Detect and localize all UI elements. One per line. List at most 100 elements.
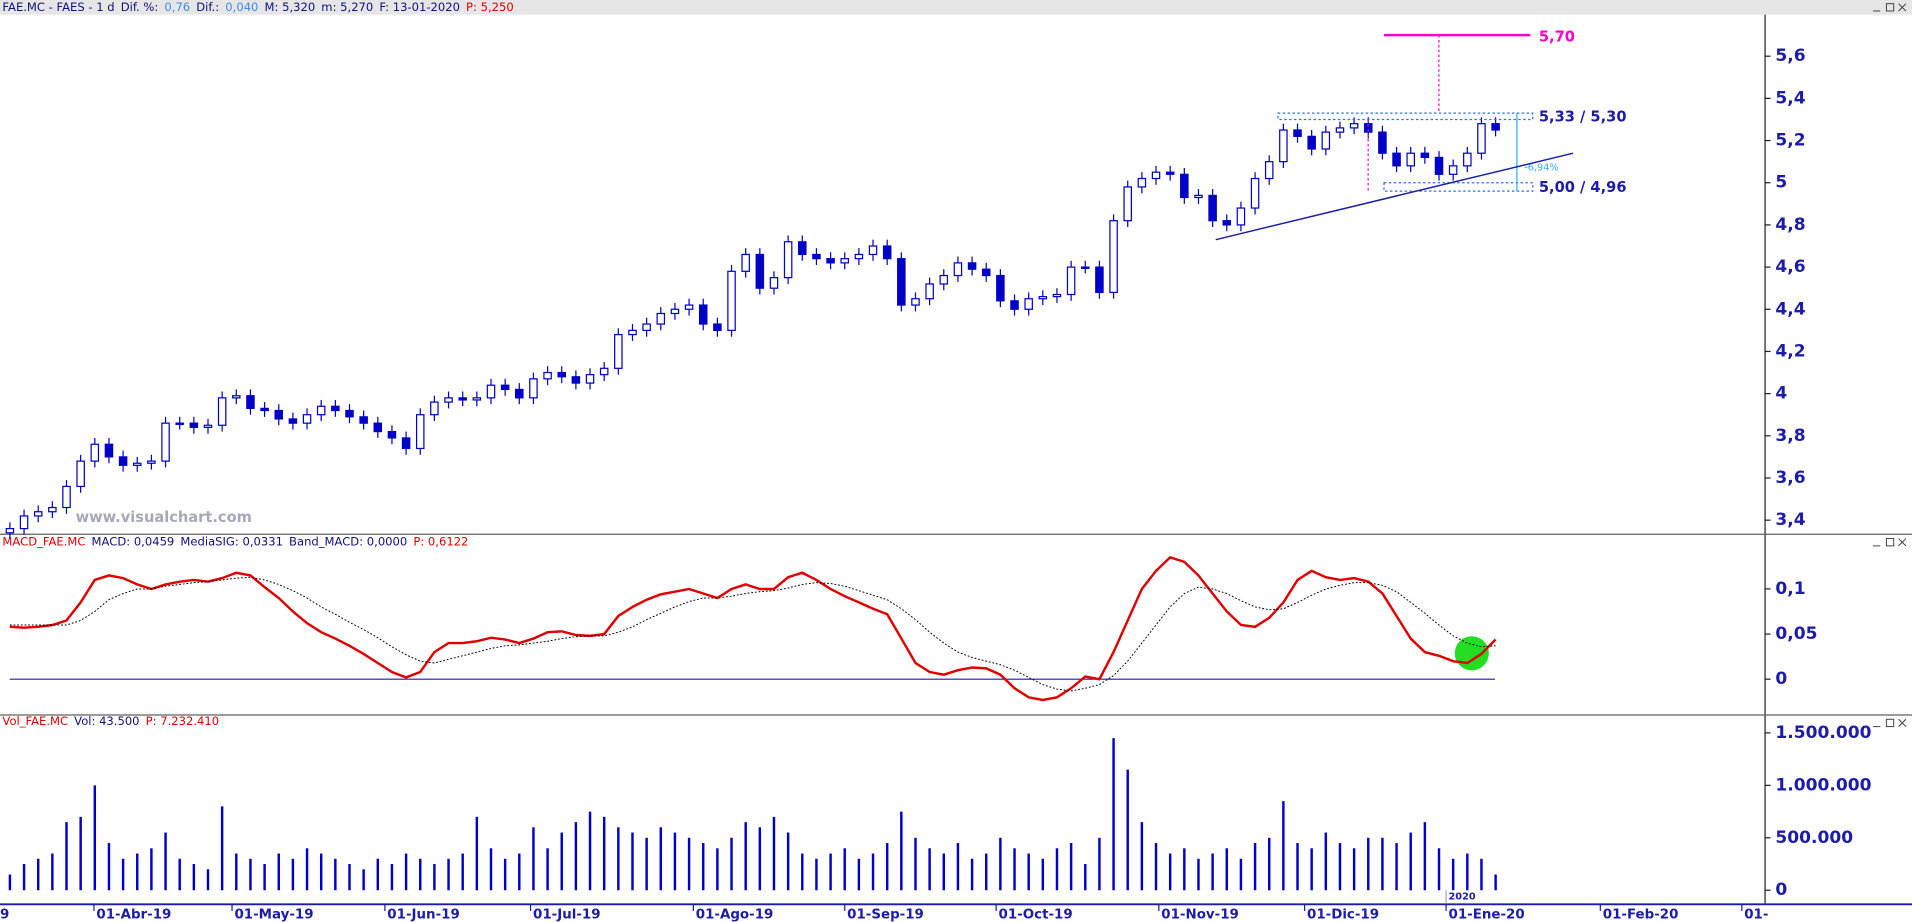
panel-header: Band_MACD: 0,0000 xyxy=(289,535,407,549)
candle-body xyxy=(1250,177,1260,209)
panel-header: M: 5,320 xyxy=(265,0,316,14)
candle-body xyxy=(1420,152,1430,159)
candle-body xyxy=(1180,173,1189,199)
candle-body xyxy=(1349,123,1359,129)
candle-body xyxy=(288,418,298,424)
maximize-button[interactable] xyxy=(1885,3,1895,12)
candle-body xyxy=(1137,177,1147,188)
panel-header: P: 5,250 xyxy=(466,0,514,14)
y-tick-label: 1.000.000 xyxy=(1775,775,1871,795)
panel-header: Vol: 43.500 xyxy=(74,714,139,728)
y-tick-label: 3,8 xyxy=(1775,426,1805,446)
panel-header: MACD: 0,0459 xyxy=(92,535,175,549)
y-tick-label: 4,8 xyxy=(1775,215,1805,235)
year-label: 2020 xyxy=(1449,891,1476,902)
candle-body xyxy=(302,414,312,424)
x-tick-label: 01-Oct-19 xyxy=(999,908,1073,922)
close-button[interactable] xyxy=(1898,538,1907,547)
panel-header: P: 7.232.410 xyxy=(146,714,219,728)
x-tick-label: 01-Ago-19 xyxy=(696,908,774,922)
panel-header: FAE.MC - FAES - 1 d xyxy=(2,0,114,14)
edge-label: 9 xyxy=(0,908,9,922)
y-tick-label: 4 xyxy=(1775,384,1787,404)
candle-body xyxy=(996,274,1005,302)
candle-body xyxy=(1363,123,1373,133)
candle-body xyxy=(1222,220,1232,226)
candle-body xyxy=(1066,266,1076,296)
x-tick-label: 01-Jun-19 xyxy=(387,908,459,922)
candle-body xyxy=(1236,207,1246,226)
series-line xyxy=(9,576,1496,692)
candle-body xyxy=(444,397,453,403)
candle-body xyxy=(769,277,779,289)
resistance-label: 5,33 / 5,30 xyxy=(1539,109,1627,126)
watermark: www.visualchart.com xyxy=(76,509,252,526)
panel-header: 0,040 xyxy=(225,0,258,14)
candle-body xyxy=(642,323,651,331)
candle-body xyxy=(359,416,368,424)
title-bar xyxy=(0,0,1912,15)
candle-body xyxy=(1081,266,1090,269)
y-tick-label: 5,6 xyxy=(1775,46,1805,66)
candle-body xyxy=(316,405,326,416)
candle-body xyxy=(1434,156,1444,175)
x-tick-label: 01-Nov-19 xyxy=(1161,908,1239,922)
candle-body xyxy=(557,371,567,378)
window-controls xyxy=(1872,3,1907,728)
candle-body xyxy=(783,241,793,279)
candle-body xyxy=(868,245,878,256)
candle-body xyxy=(1307,135,1316,150)
candle-body xyxy=(104,443,114,458)
y-tick-label: 3,6 xyxy=(1775,468,1805,488)
y-tick-label: 5,4 xyxy=(1775,88,1805,108)
candle-body xyxy=(571,376,581,384)
candle-body xyxy=(1321,131,1331,150)
candle-body xyxy=(486,384,496,399)
candle-body xyxy=(854,253,864,260)
candle-body xyxy=(1279,129,1288,163)
candle-body xyxy=(981,268,991,277)
candle-body xyxy=(1392,152,1401,167)
candle-body xyxy=(1194,194,1203,199)
candle-body xyxy=(882,245,892,260)
trendline xyxy=(1215,152,1574,241)
close-button[interactable] xyxy=(1898,718,1907,727)
support-zone xyxy=(1383,182,1534,192)
candle-body xyxy=(1109,220,1118,294)
maximize-button[interactable] xyxy=(1885,718,1895,728)
candle-body xyxy=(953,262,963,277)
y-tick-label: 5,2 xyxy=(1775,131,1805,151)
candle-body xyxy=(698,304,708,325)
support-label: 5,00 / 4,96 xyxy=(1539,179,1627,196)
candle-body xyxy=(19,515,29,530)
y-tick-label: 4,2 xyxy=(1775,341,1805,361)
candle-body xyxy=(500,384,510,391)
candle-body xyxy=(246,395,255,410)
candle-body xyxy=(812,253,821,260)
candle-body xyxy=(415,414,425,450)
candle-body xyxy=(90,443,100,462)
y-tick-label: 0 xyxy=(1775,880,1787,900)
panel-header: MediaSIG: 0,0331 xyxy=(180,535,283,549)
signal-highlight xyxy=(1454,636,1489,671)
maximize-button[interactable] xyxy=(1885,538,1895,547)
candle-body xyxy=(33,511,43,517)
candle-body xyxy=(1335,127,1345,133)
x-tick-label: 01-Abr-19 xyxy=(96,908,171,922)
y-tick-label: 500.000 xyxy=(1775,828,1853,848)
panel-header: F: 13-01-2020 xyxy=(379,0,460,14)
candle-body xyxy=(1378,131,1387,154)
close-button[interactable] xyxy=(1898,3,1907,12)
candle-body xyxy=(1123,186,1132,222)
candle-body xyxy=(373,422,383,433)
candle-body xyxy=(741,253,750,272)
candle-body xyxy=(175,422,184,425)
candle-body xyxy=(1264,161,1274,180)
candle-body xyxy=(274,409,284,420)
panel-header: P: 0,6122 xyxy=(413,535,468,549)
candle-body xyxy=(1052,293,1062,298)
y-tick-label: 4,4 xyxy=(1775,299,1805,319)
candle-body xyxy=(401,437,411,450)
